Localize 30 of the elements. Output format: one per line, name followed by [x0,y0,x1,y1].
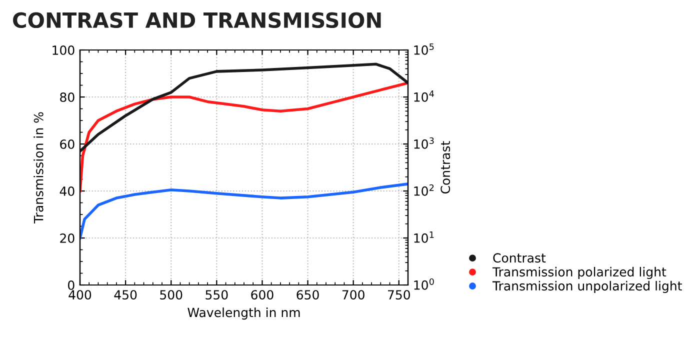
y2-tick-label: 10$^{2}$ [414,184,434,196]
x-tick-label: 700 [342,290,364,300]
y-tick-label: 20 [60,233,74,243]
legend-label: Contrast [493,253,546,263]
x-tick-label: 400 [68,290,92,300]
y2-axis-title: Contrast [440,141,450,194]
y-tick-label: 0 [68,280,74,290]
y2-tick-label: 10$^{1}$ [414,232,434,243]
x-tick-label: 500 [160,290,182,300]
y2-tick-label: 10$^{0}$ [414,278,434,290]
y-tick-label: 60 [60,139,74,149]
x-tick-label: 600 [251,290,274,300]
line-series [80,82,408,192]
chart-title: CONTRAST AND TRANSMISSION [13,12,381,28]
legend-label: Transmission polarized light [492,266,666,280]
x-axis-title: Wavelength in nm [188,308,300,320]
y2-tick-label: 10$^{3}$ [414,137,434,149]
y2-tick-label: 10$^{5}$ [414,44,434,55]
line-series [80,182,408,240]
x-tick-label: 750 [388,290,410,300]
y2-tick-label: 10$^{4}$ [414,90,434,102]
legend-label: Transmission unpolarized light [492,280,682,293]
y-axis-title: Transmission in % [34,112,44,224]
y-tick-label: 100 [52,45,74,55]
x-tick-label: 550 [206,290,228,300]
x-tick-label: 450 [114,290,137,300]
line-series [80,62,408,153]
y-tick-label: 40 [60,186,74,196]
x-tick-label: 650 [296,290,319,300]
y-tick-label: 80 [60,92,74,102]
